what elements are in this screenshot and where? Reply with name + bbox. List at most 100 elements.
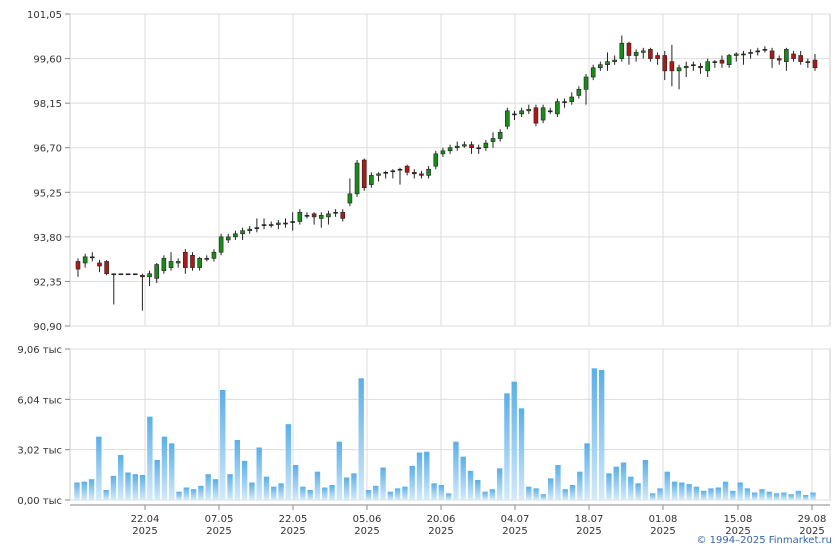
candle (519, 107, 524, 117)
x-tick-date: 07.05 (205, 514, 234, 525)
candle (726, 53, 732, 68)
candle-body-down (361, 159, 367, 188)
candle (125, 273, 131, 276)
candle-body-up (211, 251, 217, 259)
volume-bar (584, 443, 590, 500)
x-tick-year: 2025 (280, 526, 305, 537)
volume-bar (227, 474, 233, 500)
candle-body-up (619, 42, 625, 59)
candle (555, 98, 560, 117)
candle (111, 273, 117, 305)
candle (576, 86, 582, 99)
volume-bar (489, 489, 496, 500)
candle-body-up (383, 172, 388, 174)
candle (669, 44, 675, 87)
volume-bar (773, 493, 780, 500)
volume-bar (402, 486, 408, 500)
volume-bar (314, 471, 321, 500)
volume-bar (606, 473, 612, 500)
candle (132, 273, 138, 276)
candle-body-up (748, 52, 753, 54)
candle-body-up (605, 61, 610, 66)
volume-bar (394, 488, 401, 500)
candle-body-up (125, 273, 131, 276)
candle (719, 55, 725, 68)
volume-bar (526, 486, 532, 500)
candle-body-up (204, 258, 210, 260)
candle-body-up (512, 113, 517, 116)
volume-bar (96, 436, 102, 500)
volume-bar (169, 443, 175, 500)
candle-body-up (161, 258, 167, 271)
candle (390, 169, 396, 179)
candle-body-up (233, 233, 238, 238)
price-y-axis: 101,05 99,60 98,15 96,70 95,25 93,80 92,35 90,9… (27, 10, 70, 333)
candle (784, 47, 789, 71)
volume-bar (453, 441, 459, 500)
candle-body-down (183, 251, 188, 268)
candle (505, 107, 510, 130)
volume-bar (365, 490, 372, 500)
volume-bar (118, 455, 124, 500)
candle (333, 209, 338, 217)
candle-body-up (247, 228, 253, 232)
candle-body-up (454, 145, 460, 149)
candle (175, 258, 181, 268)
volume-bar (708, 488, 714, 500)
candle-body-up (691, 64, 696, 67)
candle (426, 166, 431, 179)
candle (633, 49, 639, 62)
candle-body-up (333, 211, 338, 214)
candle-body-up (283, 222, 288, 225)
candle-body-up (640, 50, 646, 53)
volume-bar (752, 492, 758, 500)
volume-bar (300, 486, 306, 500)
candle (297, 209, 303, 225)
candle-body-up (175, 261, 181, 264)
volume-bar (81, 481, 87, 500)
candle-body-down (97, 262, 102, 267)
volume-bar (788, 494, 794, 500)
candle (97, 259, 102, 273)
volume-bar (547, 478, 554, 500)
volume-bar (511, 381, 517, 500)
volume-bar (686, 484, 692, 500)
candle (283, 218, 288, 228)
candle (712, 60, 718, 68)
price-plot-frame (69, 13, 831, 327)
copyright-label[interactable]: © 1994–2025 Finmarket.ru (696, 535, 832, 546)
volume-bar (336, 441, 343, 500)
candle-body-up (583, 76, 589, 90)
candle (655, 52, 660, 65)
candle-body-up (576, 89, 582, 96)
x-tick-year: 2025 (502, 526, 527, 537)
candle (769, 47, 775, 68)
volume-series (74, 368, 816, 500)
candle (741, 50, 746, 65)
candle (340, 209, 346, 222)
volume-grid (69, 348, 831, 501)
candle-body-down (791, 53, 796, 59)
volume-bar (438, 485, 445, 500)
volume-bar (562, 489, 568, 500)
volume-bar (74, 482, 80, 500)
candle (598, 61, 603, 71)
volume-bar (467, 470, 474, 500)
volume-bar (351, 473, 357, 500)
candle (569, 92, 575, 105)
volume-plot-frame (69, 348, 831, 501)
candle (304, 212, 310, 219)
volume-bar (642, 460, 649, 500)
volume-bar (810, 492, 816, 500)
volume-bar (125, 472, 131, 500)
volume-bar (533, 488, 539, 500)
candle-body-up (318, 215, 324, 219)
candle (497, 129, 503, 142)
volume-bar (679, 482, 685, 500)
candle (512, 110, 517, 121)
candle-body-up (612, 59, 617, 62)
candle (462, 141, 467, 148)
candle (447, 144, 453, 154)
candle (376, 172, 381, 182)
